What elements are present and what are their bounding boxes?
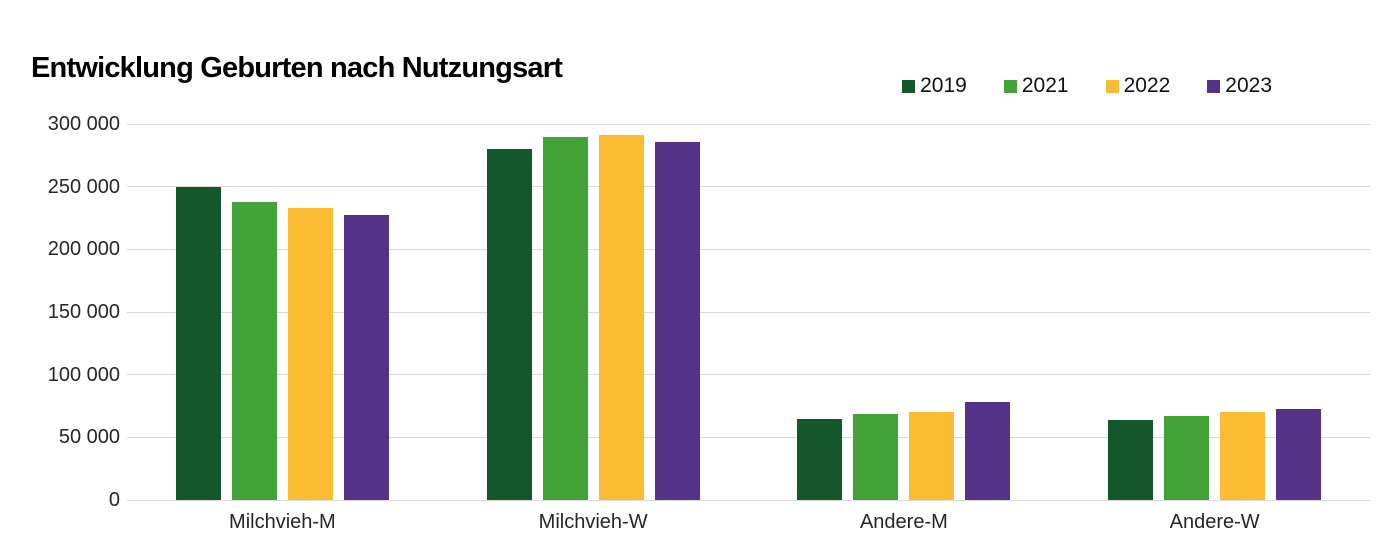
legend-item-2019: 2019 <box>902 74 967 98</box>
gridline-y <box>127 499 1370 501</box>
y-axis-tick-label: 100 000 <box>47 363 120 386</box>
x-axis-category-label: Andere-W <box>1169 511 1260 533</box>
gridline-y <box>127 186 1370 188</box>
legend-label: 2022 <box>1123 74 1171 97</box>
legend-item-2023: 2023 <box>1207 74 1272 98</box>
gridline-y <box>127 123 1370 125</box>
legend-swatch-icon <box>1207 79 1221 93</box>
bar-2021-milchvieh-w <box>542 136 588 500</box>
legend: 2019 2021 2022 2023 <box>902 74 1272 98</box>
y-axis-tick-label: 150 000 <box>47 301 120 323</box>
bar-2019-andere-w <box>1108 419 1154 500</box>
y-axis-tick-label: 200 000 <box>47 238 120 261</box>
bar-2022-andere-w <box>1220 412 1266 500</box>
bar-2019-andere-m <box>797 418 843 500</box>
legend-label: 2021 <box>1021 74 1069 97</box>
gridline-y <box>127 374 1370 376</box>
y-axis-tick-label: 300 000 <box>47 113 120 135</box>
legend-label: 2019 <box>920 74 967 97</box>
bar-2023-milchvieh-w <box>654 141 700 500</box>
chart-title: Entwicklung Geburten nach Nutzungsart <box>31 52 563 84</box>
legend-label: 2023 <box>1225 74 1272 97</box>
bar-2023-andere-w <box>1276 408 1322 500</box>
bar-2022-andere-m <box>909 412 955 500</box>
y-axis-tick-label: 50 000 <box>58 426 120 449</box>
bar-2023-andere-m <box>965 402 1011 500</box>
bar-2022-milchvieh-w <box>598 135 644 500</box>
x-axis-category-label: Milchvieh-M <box>229 511 336 533</box>
bar-2023-milchvieh-m <box>343 215 389 500</box>
legend-swatch-icon <box>1003 79 1017 93</box>
legend-item-2021: 2021 <box>1003 74 1069 98</box>
legend-swatch-icon <box>1105 79 1119 93</box>
x-axis-category-label: Milchvieh-W <box>538 511 648 533</box>
bar-2019-milchvieh-w <box>486 149 532 500</box>
x-axis-category-label: Andere-M <box>859 511 948 533</box>
gridline-y <box>127 436 1370 438</box>
legend-item-2022: 2022 <box>1105 74 1171 98</box>
bar-2021-andere-m <box>853 413 899 500</box>
gridline-y <box>127 248 1370 250</box>
legend-swatch-icon <box>902 79 916 93</box>
y-axis-tick-label: 250 000 <box>47 175 120 198</box>
y-axis-tick-label: 0 <box>108 489 120 511</box>
bar-2021-milchvieh-m <box>231 201 277 500</box>
gridline-y <box>127 311 1370 313</box>
bar-2019-milchvieh-m <box>175 186 221 500</box>
bar-2022-milchvieh-m <box>287 207 333 500</box>
bar-2021-andere-w <box>1164 416 1210 500</box>
